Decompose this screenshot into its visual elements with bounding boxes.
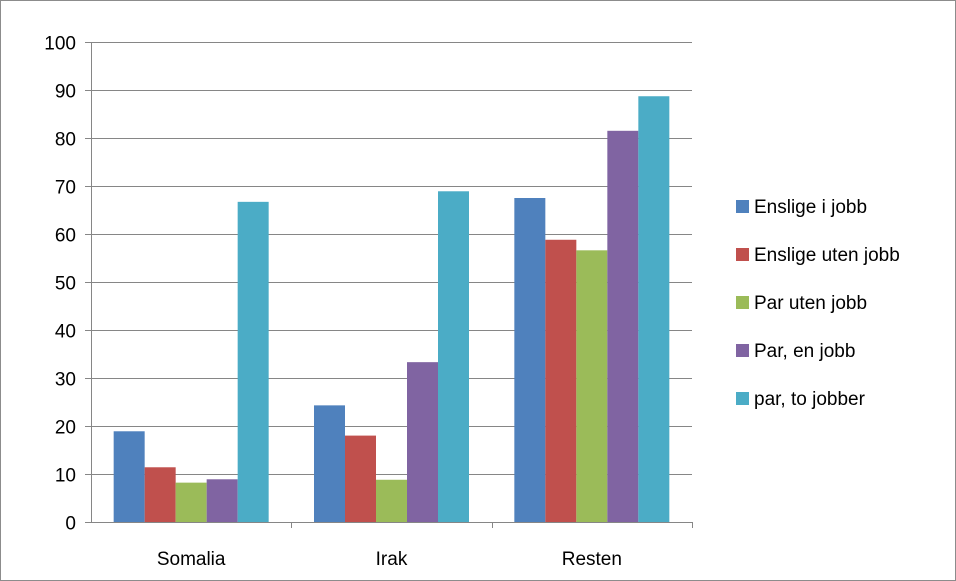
bar — [113, 431, 145, 522]
legend-swatch — [736, 296, 749, 309]
bars — [113, 96, 670, 523]
y-tick-label: 60 — [55, 226, 76, 247]
x-tick-label: Resten — [562, 549, 622, 570]
legend-label: Par uten jobb — [754, 293, 867, 314]
bar — [407, 362, 438, 522]
bar — [576, 250, 608, 522]
bar — [545, 239, 577, 522]
bar — [438, 191, 469, 522]
legend-label: Par, en jobb — [754, 341, 855, 362]
bar — [514, 198, 546, 522]
y-tick-label: 50 — [55, 274, 76, 295]
legend-label: Enslige uten jobb — [754, 245, 900, 266]
bar — [345, 435, 376, 522]
bar — [206, 479, 238, 522]
y-tick-label: 30 — [55, 370, 76, 391]
bar — [175, 482, 207, 522]
y-tick-label: 70 — [55, 178, 76, 199]
bar — [314, 405, 345, 522]
axes — [85, 42, 693, 528]
bar — [237, 201, 269, 522]
bar — [144, 467, 176, 522]
bar — [376, 479, 407, 522]
y-tick-label: 80 — [55, 130, 76, 151]
legend-swatch — [736, 248, 749, 261]
x-tick-label: Irak — [376, 549, 408, 570]
y-tick-label: 10 — [55, 466, 76, 487]
y-tick-label: 90 — [55, 82, 76, 103]
legend-swatch — [736, 200, 749, 213]
legend-swatch — [736, 392, 749, 405]
y-tick-label: 40 — [55, 322, 76, 343]
x-tick-label: Somalia — [157, 549, 226, 570]
bar — [607, 130, 639, 523]
y-tick-label: 100 — [44, 34, 76, 55]
y-tick-label: 0 — [65, 514, 76, 535]
legend-swatch — [736, 344, 749, 357]
legend: Enslige i jobb Enslige uten jobb Par uten … — [736, 197, 900, 410]
legend-label: par, to jobber — [754, 389, 866, 410]
y-tick-label: 20 — [55, 418, 76, 439]
legend-label: Enslige i jobb — [754, 197, 867, 218]
bar — [638, 96, 670, 523]
x-tick-labels: Somalia Irak Resten — [157, 549, 622, 570]
y-tick-labels: 0 10 20 30 40 50 60 70 80 90 100 — [44, 34, 76, 535]
